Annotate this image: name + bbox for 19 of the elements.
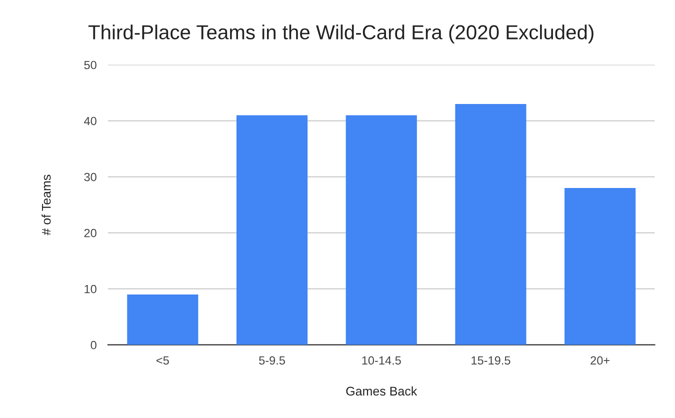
y-tick-label: 30 — [84, 172, 96, 182]
y-axis-title: # of Teams — [42, 174, 51, 236]
x-tick-label: 15-19.5 — [472, 356, 510, 365]
x-tick-label: <5 — [156, 356, 169, 365]
chart-title: Third-Place Teams in the Wild-Card Era (2020 Excluded) — [88, 24, 594, 44]
bar — [564, 188, 636, 345]
bar — [346, 115, 417, 345]
x-axis-title: Games Back — [346, 386, 418, 396]
y-tick-label: 10 — [84, 284, 96, 294]
x-tick-label: 5-9.5 — [259, 356, 285, 365]
y-tick-label: 0 — [90, 340, 96, 350]
bar — [236, 115, 308, 345]
y-tick-label: 50 — [84, 60, 96, 70]
bar — [455, 104, 526, 345]
x-tick-label: 20+ — [590, 356, 610, 365]
bar — [127, 294, 198, 345]
x-tick-label: 10-14.5 — [362, 356, 401, 365]
y-tick-label: 40 — [84, 116, 96, 126]
y-tick-label: 20 — [84, 228, 96, 238]
